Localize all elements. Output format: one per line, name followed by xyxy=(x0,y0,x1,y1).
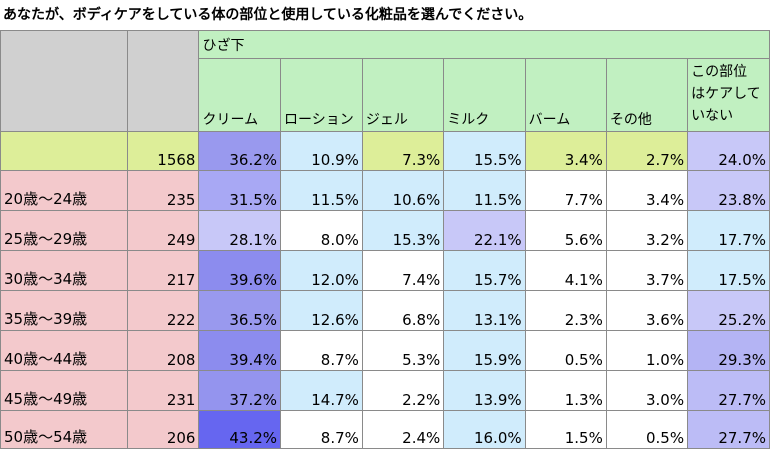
total-row: 1568 36.2% 10.9% 7.3% 15.5% 3.4% 2.7% 24.0% xyxy=(0,131,770,171)
percent-cell: 13.9% xyxy=(443,370,526,411)
page-title: あなたが、ボディケアをしている体の部位と使用している化粧品を選んでください。 xyxy=(3,7,533,23)
column-header-no-care-line: はケアして xyxy=(691,86,761,103)
percent-cell: 11.5% xyxy=(443,170,526,211)
percent-cell: 37.2% xyxy=(198,370,282,411)
percent-cell: 15.7% xyxy=(443,250,526,291)
percent-cell: 8.0% xyxy=(280,210,363,251)
percent-cell: 5.6% xyxy=(524,210,607,251)
percent-cell: 8.7% xyxy=(280,330,363,371)
n-header-cell xyxy=(127,30,200,132)
group-header: ひざ下 xyxy=(198,29,770,60)
percent-cell: 24.0% xyxy=(687,131,770,171)
column-header-no-care-line: いない xyxy=(691,108,734,125)
percent-cell: 22.1% xyxy=(443,210,526,251)
percent-cell: 2.3% xyxy=(524,290,607,331)
percent-cell: 2.7% xyxy=(605,131,689,171)
percent-cell: 7.7% xyxy=(524,170,607,211)
percent-cell: 10.9% xyxy=(280,131,363,171)
column-header-lotion: ローション xyxy=(280,58,363,132)
corner-cell xyxy=(0,30,129,132)
percent-cell: 12.6% xyxy=(280,290,363,331)
percent-cell: 6.8% xyxy=(361,290,445,331)
age-row: 30歳～34歳 217 39.6% 12.0% 7.4% 15.7% 4.1% 3.7% 17.… xyxy=(0,250,770,291)
sample-size-cell: 231 xyxy=(127,370,200,411)
column-header-no-care: この部位 はケアして いない xyxy=(687,58,770,132)
percent-cell: 25.2% xyxy=(687,290,770,331)
age-row: 35歳～39歳 222 36.5% 12.6% 6.8% 13.1% 2.3% 3.6% 25.… xyxy=(0,290,770,331)
percent-cell: 15.3% xyxy=(361,210,445,251)
row-label: 25歳～29歳 xyxy=(0,210,129,251)
column-header-balm: バーム xyxy=(524,58,607,132)
sample-size-cell: 235 xyxy=(127,170,200,211)
row-label: 20歳～24歳 xyxy=(0,170,129,211)
percent-cell: 27.7% xyxy=(687,370,770,411)
percent-cell: 0.5% xyxy=(605,410,689,449)
percent-cell: 36.2% xyxy=(198,131,282,171)
percent-cell: 13.1% xyxy=(443,290,526,331)
age-row: 25歳～29歳 249 28.1% 8.0% 15.3% 22.1% 5.6% 3.2% 17.… xyxy=(0,210,770,251)
percent-cell: 23.8% xyxy=(687,170,770,211)
percent-cell: 3.0% xyxy=(605,370,689,411)
percent-cell: 31.5% xyxy=(198,170,282,211)
age-row: 20歳～24歳 235 31.5% 11.5% 10.6% 11.5% 7.7% 3.4% 23… xyxy=(0,170,770,211)
percent-cell: 0.5% xyxy=(524,330,607,371)
percent-cell: 7.3% xyxy=(361,131,445,171)
percent-cell: 39.6% xyxy=(198,250,282,291)
percent-cell: 3.4% xyxy=(605,170,689,211)
percent-cell: 1.5% xyxy=(524,410,607,449)
column-header-no-care-line: この部位 xyxy=(691,64,748,81)
percent-cell: 17.5% xyxy=(687,250,770,291)
percent-cell: 1.0% xyxy=(605,330,689,371)
percent-cell: 7.4% xyxy=(361,250,445,291)
percent-cell: 2.2% xyxy=(361,370,445,411)
column-header-cream: クリーム xyxy=(198,58,282,132)
percent-cell: 43.2% xyxy=(198,410,282,449)
column-header-milk: ミルク xyxy=(443,58,526,132)
percent-cell: 28.1% xyxy=(198,210,282,251)
percent-cell: 3.6% xyxy=(605,290,689,331)
row-label: 30歳～34歳 xyxy=(0,250,129,291)
percent-cell: 27.7% xyxy=(687,410,770,449)
sample-size-cell: 1568 xyxy=(127,131,200,171)
sample-size-cell: 208 xyxy=(127,330,200,371)
sample-size-cell: 222 xyxy=(127,290,200,331)
percent-cell: 10.6% xyxy=(361,170,445,211)
percent-cell: 2.4% xyxy=(361,410,445,449)
percent-cell: 36.5% xyxy=(198,290,282,331)
column-header-other: その他 xyxy=(605,58,689,132)
column-header-gel: ジェル xyxy=(361,58,445,132)
row-label: 45歳～49歳 xyxy=(0,370,129,411)
percent-cell: 39.4% xyxy=(198,330,282,371)
sample-size-cell: 206 xyxy=(127,410,200,449)
percent-cell: 11.5% xyxy=(280,170,363,211)
percent-cell: 15.5% xyxy=(443,131,526,171)
percent-cell: 3.2% xyxy=(605,210,689,251)
sample-size-cell: 249 xyxy=(127,210,200,251)
sample-size-cell: 217 xyxy=(127,250,200,291)
percent-cell: 16.0% xyxy=(443,410,526,449)
percent-cell: 15.9% xyxy=(443,330,526,371)
age-row: 40歳～44歳 208 39.4% 8.7% 5.3% 15.9% 0.5% 1.0% 29.3… xyxy=(0,330,770,371)
row-label xyxy=(0,131,129,171)
percent-cell: 17.7% xyxy=(687,210,770,251)
percent-cell: 4.1% xyxy=(524,250,607,291)
percent-cell: 12.0% xyxy=(280,250,363,291)
percent-cell: 1.3% xyxy=(524,370,607,411)
age-row: 45歳～49歳 231 37.2% 14.7% 2.2% 13.9% 1.3% 3.0% 27.… xyxy=(0,370,770,411)
survey-table: ひざ下 クリーム ローション ジェル ミルク バーム その他 この部位 はケアし… xyxy=(0,29,770,449)
percent-cell: 3.7% xyxy=(605,250,689,291)
percent-cell: 3.4% xyxy=(524,131,607,171)
row-label: 50歳～54歳 xyxy=(0,410,129,449)
percent-cell: 5.3% xyxy=(361,330,445,371)
row-label: 40歳～44歳 xyxy=(0,330,129,371)
age-row: 50歳～54歳 206 43.2% 8.7% 2.4% 16.0% 1.5% 0.5% 27.7… xyxy=(0,410,770,449)
percent-cell: 29.3% xyxy=(687,330,770,371)
percent-cell: 8.7% xyxy=(280,410,363,449)
row-label: 35歳～39歳 xyxy=(0,290,129,331)
percent-cell: 14.7% xyxy=(280,370,363,411)
